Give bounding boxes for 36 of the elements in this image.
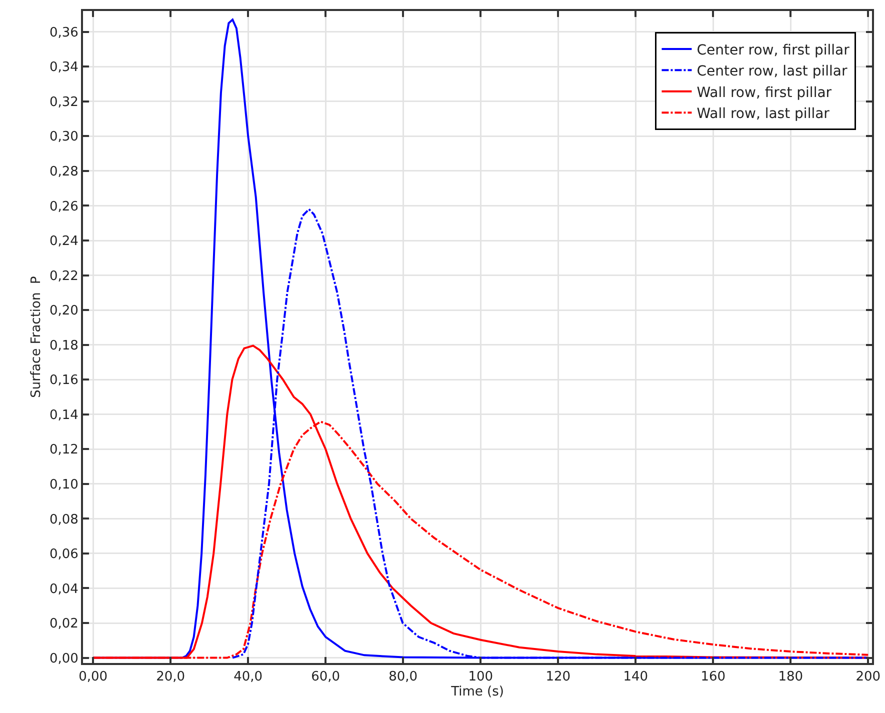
legend-label: Wall row, first pillar (696, 84, 832, 101)
y-tick-label: 0,16 (49, 373, 78, 388)
y-tick-label: 0,34 (49, 60, 78, 76)
y-tick-label: 0,18 (49, 338, 78, 354)
y-tick-label: 0,00 (49, 651, 78, 666)
x-tick-label: 20,0 (156, 670, 186, 685)
y-tick-label: 0,36 (49, 25, 78, 40)
y-tick-label: 0,08 (49, 512, 78, 528)
y-tick-label: 0,10 (49, 477, 78, 492)
y-tick-label: 0,02 (49, 616, 78, 632)
y-axis-title: Surface Fraction P (28, 276, 44, 398)
x-tick-label: 0,00 (78, 670, 108, 685)
x-tick-label: 140 (623, 670, 648, 685)
y-tick-label: 0,14 (49, 408, 78, 423)
x-tick-label: 40,0 (234, 670, 263, 685)
y-tick-label: 0,26 (49, 199, 78, 214)
x-tick-label: 100 (468, 670, 494, 685)
legend-label: Wall row, last pillar (696, 106, 830, 122)
x-tick-label: 120 (546, 670, 571, 685)
y-tick-label: 0,28 (49, 164, 78, 180)
y-tick-label: 0,32 (49, 94, 78, 110)
x-tick-label: 200 (856, 670, 881, 685)
y-tick-label: 0,06 (49, 547, 78, 562)
x-tick-label: 180 (778, 670, 804, 685)
y-tick-label: 0,24 (49, 234, 78, 250)
legend-label: Center row, last pillar (696, 64, 848, 80)
x-tick-label: 80,0 (388, 670, 418, 685)
x-axis-title: Time (s) (450, 684, 504, 700)
y-tick-label: 0,22 (49, 268, 78, 284)
y-tick-label: 0,30 (49, 130, 78, 145)
x-tick-label: 60,0 (311, 670, 340, 685)
y-tick-label: 0,04 (49, 582, 78, 597)
y-tick-label: 0,12 (49, 442, 78, 458)
y-tick-label: 0,20 (49, 304, 78, 319)
legend-label: Center row, first pillar (696, 42, 850, 58)
x-tick-label: 160 (700, 670, 726, 685)
